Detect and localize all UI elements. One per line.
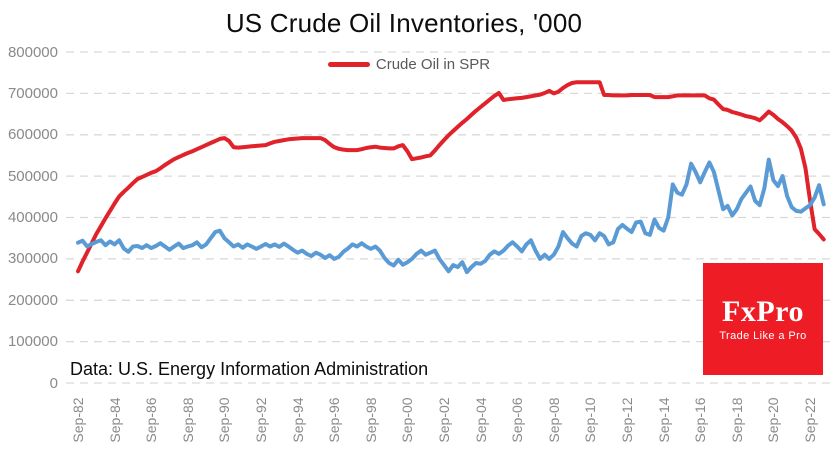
y-tick-label: 100000	[7, 333, 58, 351]
x-tick-label: Sep-10	[582, 397, 599, 443]
legend-line-marker	[327, 61, 370, 67]
x-tick-label: Sep-22	[802, 397, 818, 443]
legend-label: Crude Oil in SPR	[375, 55, 491, 73]
x-tick-label: Sep-04	[472, 397, 489, 443]
x-tick-label: Sep-94	[289, 397, 306, 443]
x-tick-label: Sep-14	[655, 397, 672, 443]
x-tick-label: Sep-90	[216, 397, 233, 443]
x-tick-label: Sep-82	[70, 397, 86, 443]
series-line	[76, 80, 826, 274]
y-tick-label: 0	[49, 374, 58, 392]
y-tick-label: 700000	[7, 84, 58, 102]
fxpro-wordmark: FxPro	[722, 294, 804, 328]
x-tick-label: Sep-00	[399, 397, 416, 443]
y-tick-label: 200000	[7, 291, 58, 309]
x-tick-label: Sep-06	[509, 397, 526, 443]
chart-title: US Crude Oil Inventories, '000	[225, 8, 583, 38]
series-line	[76, 157, 826, 275]
x-tick-label: Sep-92	[253, 397, 269, 443]
x-tick-label: Sep-12	[619, 397, 635, 443]
x-tick-label: Sep-08	[545, 397, 562, 443]
x-tick-label: Sep-18	[728, 397, 745, 443]
y-tick-label: 300000	[7, 250, 58, 268]
x-tick-label: Sep-20	[765, 397, 782, 443]
y-tick-label: 400000	[7, 209, 58, 226]
x-tick-label: Sep-84	[106, 397, 123, 443]
data-source-note: Data: U.S. Energy Information Administra…	[70, 359, 429, 379]
fxpro-tagline: Trade Like a Pro	[719, 329, 807, 342]
y-tick-label: 600000	[7, 126, 58, 144]
y-tick-label: 500000	[7, 167, 58, 185]
chart-legend: Crude Oil in SPR	[0, 55, 818, 73]
x-tick-label: Sep-02	[436, 397, 452, 443]
x-tick-label: Sep-98	[362, 397, 379, 443]
x-tick-label: Sep-86	[143, 397, 160, 443]
x-tick-label: Sep-96	[326, 397, 343, 443]
y-tick-label: 800000	[7, 43, 58, 61]
x-tick-label: Sep-88	[179, 397, 196, 443]
x-tick-label: Sep-16	[692, 397, 709, 443]
fxpro-logo: FxPro Trade Like a Pro	[703, 263, 823, 375]
